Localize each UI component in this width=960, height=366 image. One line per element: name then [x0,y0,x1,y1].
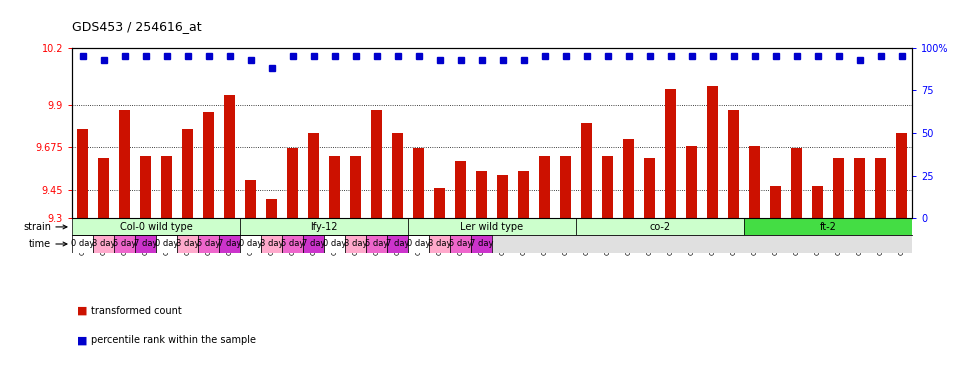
Bar [832,158,844,219]
Bar [812,186,824,219]
Bar [685,146,697,219]
Bar [517,171,529,219]
Bar [324,235,345,253]
Bar [72,235,93,253]
Bar [282,235,303,253]
Bar [119,110,131,219]
Text: 3 day: 3 day [176,239,200,249]
Bar [224,95,235,219]
Bar [219,235,240,253]
Bar [371,110,382,219]
Bar [287,148,299,219]
Bar [434,188,445,219]
Bar [114,235,135,253]
Bar [366,235,387,253]
Bar [560,156,571,219]
Text: ■: ■ [77,335,87,346]
Bar [240,235,261,253]
Bar [623,139,635,219]
Text: 5 day: 5 day [449,239,472,249]
Text: 7 day: 7 day [133,239,157,249]
Bar [408,235,429,253]
Bar [707,86,718,219]
Text: Col-0 wild type: Col-0 wild type [120,222,192,232]
Text: 7 day: 7 day [218,239,241,249]
Text: ft-2: ft-2 [820,222,836,232]
Bar [72,219,240,235]
Bar [455,161,467,219]
Bar [896,133,907,219]
Bar [240,219,408,235]
Text: GDS453 / 254616_at: GDS453 / 254616_at [72,20,202,33]
Text: 0 day: 0 day [407,239,430,249]
Text: ■: ■ [77,306,87,316]
Bar [345,235,366,253]
Bar [744,219,912,235]
Text: 3 day: 3 day [428,239,451,249]
Bar [349,156,361,219]
Bar [93,235,114,253]
Bar [770,186,781,219]
Bar [791,148,803,219]
Text: 7 day: 7 day [301,239,325,249]
Bar [303,235,324,253]
Bar [875,158,886,219]
Text: 3 day: 3 day [92,239,115,249]
Bar [664,89,676,219]
Text: transformed count: transformed count [91,306,182,316]
Bar [328,156,340,219]
Bar [450,235,471,253]
Bar [77,129,88,219]
Text: time: time [29,239,51,249]
Text: 5 day: 5 day [281,239,304,249]
Bar [266,199,277,219]
Text: Ler wild type: Ler wild type [461,222,523,232]
Text: co-2: co-2 [649,222,671,232]
Bar [392,133,403,219]
Text: 7 day: 7 day [469,239,493,249]
Bar [429,235,450,253]
Text: 0 day: 0 day [155,239,179,249]
Bar [749,146,760,219]
Bar [198,235,219,253]
Text: percentile rank within the sample: percentile rank within the sample [91,335,256,346]
Bar [387,235,408,253]
Bar [644,158,656,219]
Text: 5 day: 5 day [197,239,220,249]
Bar [308,133,320,219]
Text: 5 day: 5 day [113,239,136,249]
Text: 0 day: 0 day [239,239,262,249]
Bar [140,156,152,219]
Bar [576,219,744,235]
Bar [602,156,613,219]
Bar [156,235,177,253]
Bar [728,110,739,219]
Bar [135,235,156,253]
Text: 7 day: 7 day [386,239,409,249]
Bar [177,235,198,253]
Bar [181,129,193,219]
Text: lfy-12: lfy-12 [310,222,338,232]
Text: 3 day: 3 day [260,239,283,249]
Text: strain: strain [23,222,51,232]
Bar [203,112,214,219]
Bar [160,156,172,219]
Bar [261,235,282,253]
Text: 0 day: 0 day [323,239,347,249]
Bar [476,171,488,219]
Bar [98,158,109,219]
Text: 5 day: 5 day [365,239,388,249]
Bar [539,156,550,219]
Bar [581,123,592,219]
Bar [853,158,865,219]
Bar [245,180,256,219]
Text: 3 day: 3 day [344,239,368,249]
Bar [408,219,576,235]
Bar [471,235,492,253]
Bar [413,148,424,219]
Bar [496,175,508,219]
Text: 0 day: 0 day [71,239,94,249]
